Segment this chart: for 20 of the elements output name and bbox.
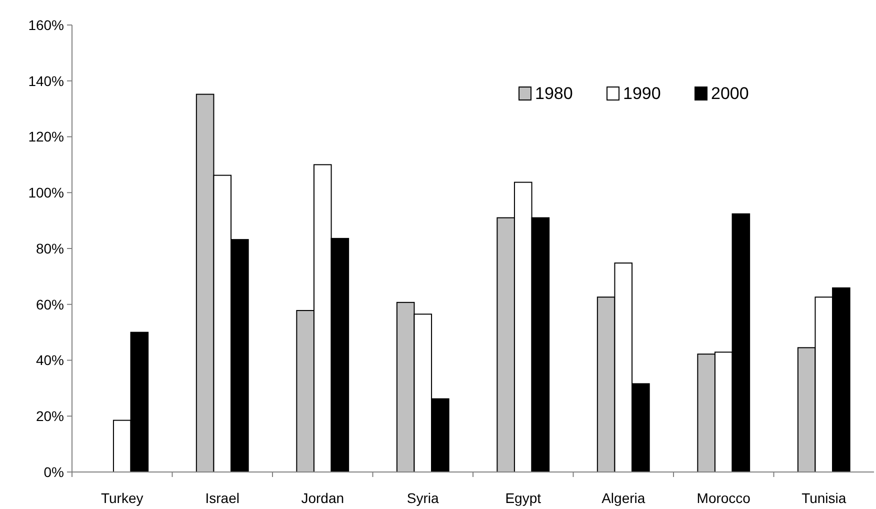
x-tick-label: Morocco — [696, 490, 751, 506]
y-tick-label: 40% — [36, 352, 64, 368]
y-tick-label: 120% — [28, 128, 64, 145]
y-tick-label: 140% — [28, 72, 64, 89]
y-tick-label: 160% — [28, 16, 64, 33]
x-tick-label: Jordan — [301, 490, 344, 506]
x-tick-label: Tunisia — [802, 490, 846, 506]
x-tick-label: Turkey — [100, 490, 144, 506]
x-tick-label: Algeria — [602, 490, 646, 506]
x-tick-label: Israel — [205, 490, 240, 506]
y-tick-label: 80% — [36, 240, 64, 256]
legend-label: 1980 — [535, 84, 573, 103]
y-tick-label: 60% — [36, 296, 64, 312]
y-tick-label: 0% — [44, 464, 64, 480]
legend-label: 1990 — [623, 84, 661, 103]
y-tick-label: 20% — [36, 408, 64, 424]
x-tick-label: Egypt — [505, 490, 542, 506]
x-tick-label: Syria — [406, 490, 440, 506]
y-tick-label: 100% — [28, 184, 64, 201]
legend-label: 2000 — [711, 84, 749, 103]
